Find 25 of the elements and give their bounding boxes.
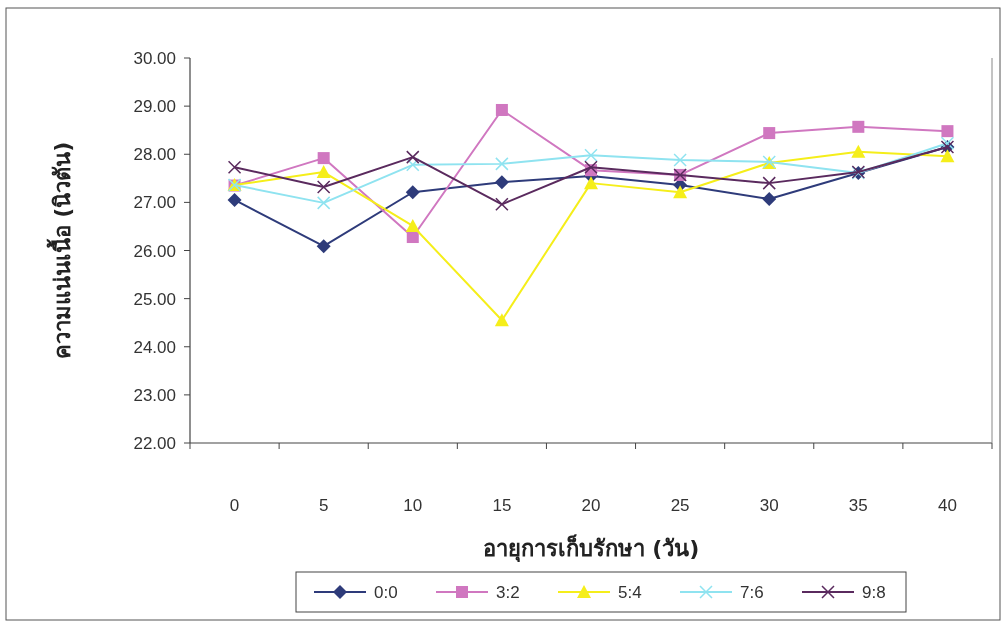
- legend-label: 9:8: [862, 583, 886, 602]
- x-tick-label: 35: [848, 496, 868, 515]
- y-tick-label: 24.00: [133, 337, 176, 357]
- legend-label: 5:4: [618, 583, 642, 602]
- legend-label: 7:6: [740, 583, 764, 602]
- y-tick-label: 27.00: [133, 193, 176, 213]
- x-tick-label: 5: [318, 496, 329, 515]
- y-tick-label: 26.00: [133, 241, 176, 261]
- x-tick-label: 30: [759, 496, 779, 515]
- x-tick-label: 0: [229, 496, 240, 515]
- x-tick-label: 10: [403, 496, 423, 515]
- legend-label: 3:2: [496, 583, 520, 602]
- x-tick-label: 15: [492, 496, 512, 515]
- y-tick-label: 22.00: [133, 434, 176, 453]
- legend-label: 0:0: [374, 583, 398, 602]
- y-tick-label: 23.00: [133, 385, 176, 405]
- x-tick-label: 25: [670, 496, 690, 515]
- y-tick-label: 28.00: [133, 145, 176, 165]
- x-tick-label: 40: [937, 496, 957, 515]
- y-tick-label: 29.00: [133, 97, 176, 117]
- x-tick-label: 20: [581, 496, 601, 515]
- y-tick-label: 30.00: [133, 49, 176, 68]
- x-axis-title: อายุการเก็บรักษา (วัน): [482, 534, 700, 563]
- y-axis-title: ความแน่นเนื้อ (นิวตัน): [46, 141, 75, 360]
- y-tick-label: 25.00: [133, 289, 176, 309]
